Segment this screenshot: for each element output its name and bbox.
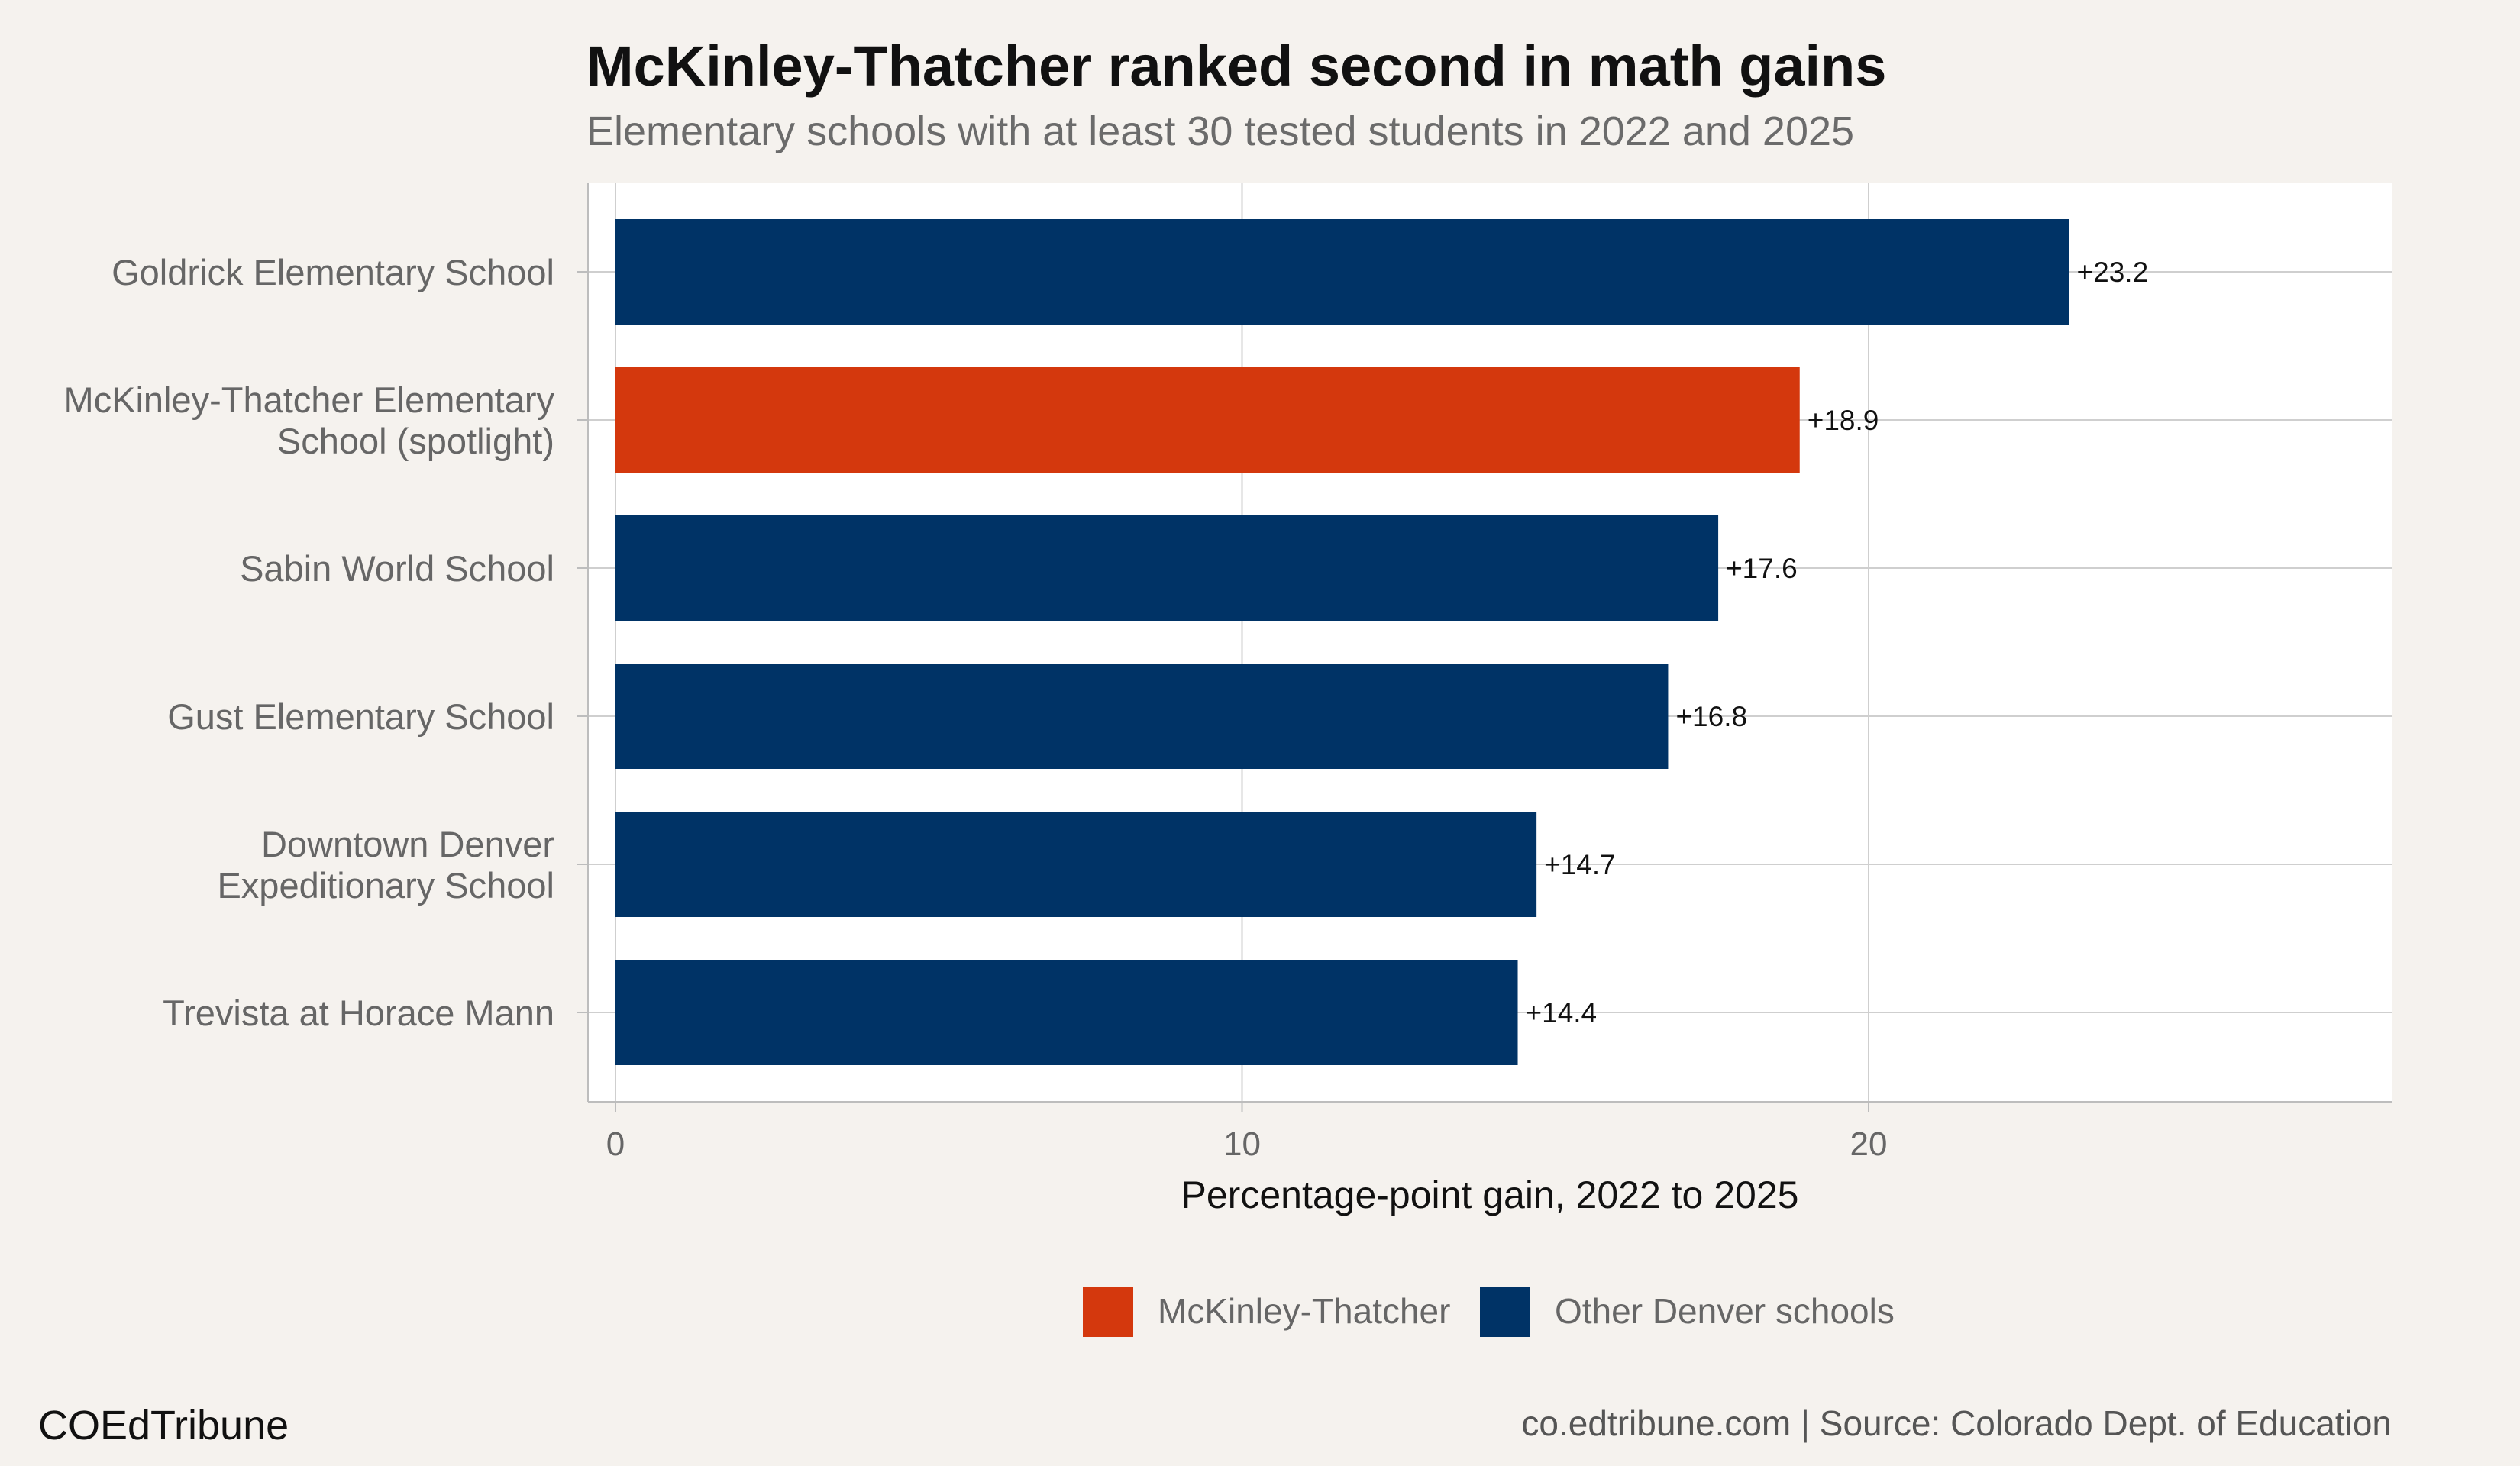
legend-label-0: McKinley-Thatcher xyxy=(1158,1291,1450,1331)
x-tick-label: 20 xyxy=(1850,1125,1888,1163)
bar-2 xyxy=(615,515,1719,621)
category-label-line: Gust Elementary School xyxy=(167,696,554,737)
category-label-line: Trevista at Horace Mann xyxy=(163,993,554,1033)
plot-area: 0 10 20 +23.2 Goldrick Elementary School +18.… xyxy=(63,183,2392,1163)
bar-4 xyxy=(615,812,1537,917)
legend-swatch-1 xyxy=(1480,1287,1530,1337)
bar-0 xyxy=(615,219,2069,325)
legend: McKinley-Thatcher Other Denver schools xyxy=(1083,1287,1895,1337)
chart-title: McKinley-Thatcher ranked second in math … xyxy=(586,34,1886,98)
legend-swatch-0 xyxy=(1083,1287,1133,1337)
data-label-0: +23.2 xyxy=(2077,257,2149,288)
x-tick-label: 0 xyxy=(606,1125,625,1163)
category-label-line: Downtown Denver xyxy=(261,824,554,864)
x-axis-title: Percentage-point gain, 2022 to 2025 xyxy=(1181,1174,1799,1216)
brand-logo: COEdTribune xyxy=(38,1403,289,1448)
category-label-line: School (spotlight) xyxy=(277,421,554,461)
data-label-3: +16.8 xyxy=(1675,701,1747,732)
category-label-0: Goldrick Elementary School xyxy=(111,252,554,292)
category-label-1: McKinley-Thatcher Elementary School (spot… xyxy=(63,379,554,461)
bar-3 xyxy=(615,664,1669,769)
category-label-line: Sabin World School xyxy=(240,548,554,589)
bar-1 xyxy=(615,367,1800,473)
plot-panel xyxy=(588,183,2392,1102)
bar-5 xyxy=(615,960,1518,1065)
category-label-3: Gust Elementary School xyxy=(167,696,554,737)
x-tick-label: 10 xyxy=(1223,1125,1261,1163)
data-label-1: +18.9 xyxy=(1808,405,1879,436)
category-label-line: McKinley-Thatcher Elementary xyxy=(63,379,554,420)
data-label-2: +17.6 xyxy=(1726,553,1798,584)
category-label-2: Sabin World School xyxy=(240,548,554,589)
data-label-4: +14.7 xyxy=(1544,849,1616,880)
chart-subtitle: Elementary schools with at least 30 test… xyxy=(586,108,1854,154)
data-label-5: +14.4 xyxy=(1526,997,1598,1028)
category-label-4: Downtown Denver Expeditionary School xyxy=(217,824,554,906)
source-credit: co.edtribune.com | Source: Colorado Dept… xyxy=(1521,1403,2392,1443)
legend-label-1: Other Denver schools xyxy=(1555,1291,1895,1331)
category-label-5: Trevista at Horace Mann xyxy=(163,993,554,1033)
category-label-line: Expeditionary School xyxy=(217,865,554,906)
category-label-line: Goldrick Elementary School xyxy=(111,252,554,292)
